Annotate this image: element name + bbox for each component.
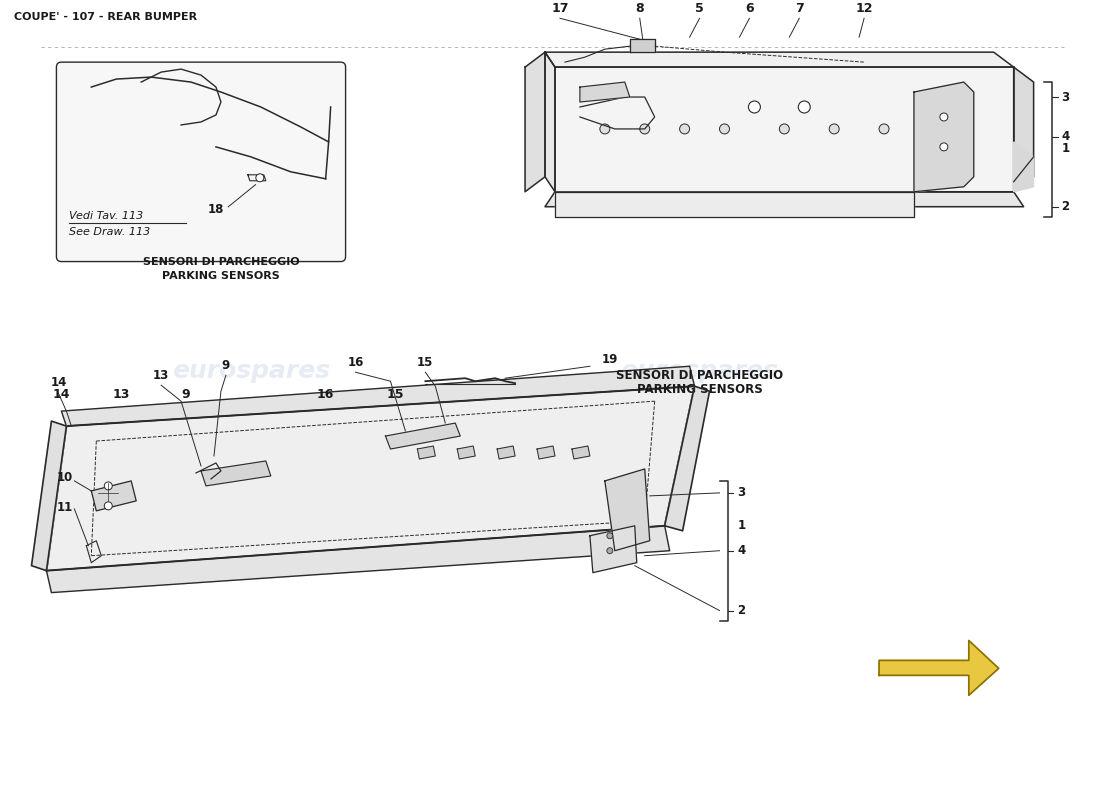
- Circle shape: [939, 113, 948, 121]
- Text: 17: 17: [551, 2, 569, 15]
- Polygon shape: [497, 446, 515, 459]
- Circle shape: [104, 482, 112, 490]
- Text: COUPE' - 107 - REAR BUMPER: COUPE' - 107 - REAR BUMPER: [13, 12, 197, 22]
- Text: 10: 10: [56, 471, 73, 484]
- Polygon shape: [46, 526, 670, 593]
- Text: 3: 3: [737, 486, 746, 499]
- Text: 18: 18: [208, 202, 224, 216]
- Circle shape: [719, 124, 729, 134]
- Polygon shape: [1014, 67, 1034, 192]
- Text: 14: 14: [51, 376, 67, 389]
- Text: 3: 3: [1062, 90, 1069, 103]
- Polygon shape: [544, 192, 1024, 206]
- FancyBboxPatch shape: [56, 62, 345, 262]
- Polygon shape: [590, 526, 637, 573]
- Text: 15: 15: [417, 356, 433, 370]
- Polygon shape: [544, 52, 1014, 67]
- Text: SENSORI DI PARCHEGGIO: SENSORI DI PARCHEGGIO: [616, 370, 783, 382]
- Circle shape: [779, 124, 790, 134]
- Circle shape: [680, 124, 690, 134]
- Text: 2: 2: [737, 604, 746, 617]
- Circle shape: [607, 548, 613, 554]
- Text: 7: 7: [795, 2, 804, 15]
- Polygon shape: [572, 446, 590, 459]
- Polygon shape: [630, 39, 654, 52]
- Text: PARKING SENSORS: PARKING SENSORS: [162, 270, 279, 281]
- Polygon shape: [556, 67, 1014, 192]
- Text: Vedi Tav. 113: Vedi Tav. 113: [69, 210, 144, 221]
- Polygon shape: [914, 82, 974, 192]
- Polygon shape: [458, 446, 475, 459]
- Polygon shape: [544, 52, 556, 192]
- Polygon shape: [46, 386, 694, 570]
- Polygon shape: [62, 366, 694, 426]
- Text: 16: 16: [317, 388, 334, 401]
- Text: eurospares: eurospares: [172, 140, 330, 164]
- Text: 12: 12: [856, 2, 872, 15]
- Circle shape: [748, 101, 760, 113]
- Text: 16: 16: [348, 356, 364, 370]
- Polygon shape: [605, 469, 650, 550]
- Polygon shape: [91, 481, 136, 511]
- Polygon shape: [879, 641, 999, 695]
- Text: eurospares: eurospares: [172, 359, 330, 383]
- Polygon shape: [1014, 142, 1034, 192]
- Polygon shape: [580, 82, 630, 102]
- Text: 14: 14: [53, 388, 70, 401]
- Text: 15: 15: [387, 388, 404, 401]
- Text: 19: 19: [602, 354, 618, 366]
- Polygon shape: [417, 446, 436, 459]
- Circle shape: [256, 174, 264, 182]
- Text: 4: 4: [737, 544, 746, 558]
- Circle shape: [879, 124, 889, 134]
- Text: See Draw. 113: See Draw. 113: [69, 226, 151, 237]
- Text: 1: 1: [1062, 142, 1069, 155]
- Text: 9: 9: [182, 388, 190, 401]
- Text: 13: 13: [153, 370, 169, 382]
- Polygon shape: [537, 446, 556, 459]
- Text: SENSORI DI PARCHEGGIO: SENSORI DI PARCHEGGIO: [143, 257, 299, 266]
- Text: eurospares: eurospares: [620, 140, 779, 164]
- Text: eurospares: eurospares: [620, 359, 779, 383]
- Circle shape: [939, 143, 948, 151]
- Polygon shape: [556, 192, 914, 217]
- Text: 1: 1: [737, 519, 746, 532]
- Text: 4: 4: [1062, 130, 1070, 143]
- Polygon shape: [32, 421, 66, 570]
- Circle shape: [607, 533, 613, 538]
- Circle shape: [799, 101, 811, 113]
- Text: 9: 9: [222, 359, 230, 372]
- Polygon shape: [525, 52, 544, 192]
- Polygon shape: [201, 461, 271, 486]
- Polygon shape: [664, 386, 710, 530]
- Polygon shape: [385, 423, 460, 449]
- Circle shape: [600, 124, 609, 134]
- Circle shape: [104, 502, 112, 510]
- Text: 11: 11: [56, 501, 73, 514]
- Text: 8: 8: [636, 2, 645, 15]
- Text: 6: 6: [745, 2, 754, 15]
- Text: PARKING SENSORS: PARKING SENSORS: [637, 383, 762, 396]
- Text: 5: 5: [695, 2, 704, 15]
- Circle shape: [640, 124, 650, 134]
- Text: 2: 2: [1062, 200, 1069, 214]
- Text: 13: 13: [112, 388, 130, 401]
- Circle shape: [829, 124, 839, 134]
